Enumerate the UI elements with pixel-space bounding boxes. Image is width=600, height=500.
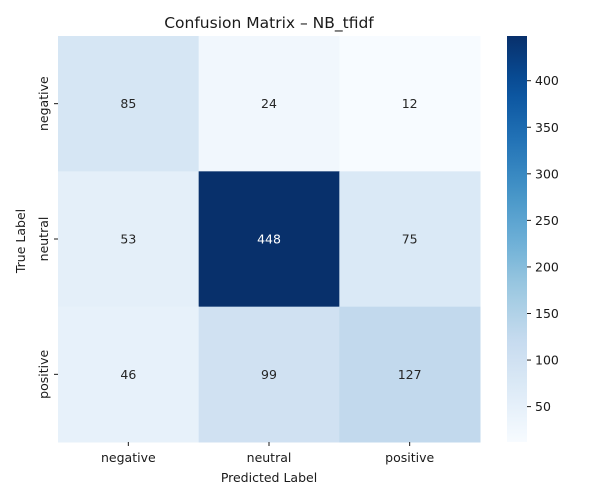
colorbar-tick-label-350: 350 — [535, 120, 559, 135]
y-axis-ticks: negative neutral positive — [36, 76, 58, 399]
colorbar-ticks: 50 100 150 200 250 300 350 400 — [527, 73, 559, 414]
heatmap-cell-negative-negative — [58, 36, 200, 172]
heatmap-cell-positive-positive — [339, 306, 481, 443]
x-tick-label-positive: positive — [385, 450, 434, 465]
cell-value-positive-neutral: 99 — [261, 367, 277, 382]
y-tick-label-positive: positive — [36, 350, 51, 399]
cell-value-neutral-neutral: 448 — [257, 232, 281, 247]
cell-value-negative-positive: 12 — [402, 96, 418, 111]
colorbar-tick-label-250: 250 — [535, 213, 559, 228]
colorbar-tick-label-400: 400 — [535, 73, 559, 88]
heatmap-cell-neutral-neutral — [198, 171, 340, 308]
y-axis-label: True Label — [13, 209, 28, 274]
chart-title: Confusion Matrix – NB_tfidf — [164, 14, 374, 33]
x-axis-label: Predicted Label — [221, 470, 317, 485]
heatmap-cell-negative-neutral — [198, 36, 340, 172]
heatmap-cells — [58, 36, 481, 443]
heatmap-cell-neutral-negative — [58, 171, 200, 308]
colorbar-tick-label-300: 300 — [535, 166, 559, 181]
cell-value-positive-positive: 127 — [398, 367, 422, 382]
colorbar-tick-label-50: 50 — [535, 399, 551, 414]
heatmap-cell-labels: 85 24 12 53 448 75 46 99 127 — [120, 96, 421, 382]
cell-value-neutral-positive: 75 — [402, 232, 418, 247]
colorbar-tick-label-100: 100 — [535, 353, 559, 368]
cell-value-negative-neutral: 24 — [261, 96, 277, 111]
colorbar-tick-label-150: 150 — [535, 306, 559, 321]
y-tick-label-negative: negative — [36, 76, 51, 131]
x-tick-label-neutral: neutral — [247, 450, 292, 465]
x-axis-ticks: negative neutral positive — [101, 442, 434, 465]
cell-value-neutral-negative: 53 — [120, 232, 136, 247]
x-tick-label-negative: negative — [101, 450, 156, 465]
heatmap-cell-positive-negative — [58, 306, 200, 443]
cell-value-positive-negative: 46 — [120, 367, 136, 382]
y-tick-label-neutral: neutral — [36, 217, 51, 262]
heatmap-cell-neutral-positive — [339, 171, 481, 308]
cell-value-negative-negative: 85 — [120, 96, 136, 111]
heatmap-cell-positive-neutral — [198, 306, 340, 443]
colorbar-tick-label-200: 200 — [535, 259, 559, 274]
colorbar — [507, 36, 527, 442]
heatmap-cell-negative-positive — [339, 36, 481, 172]
